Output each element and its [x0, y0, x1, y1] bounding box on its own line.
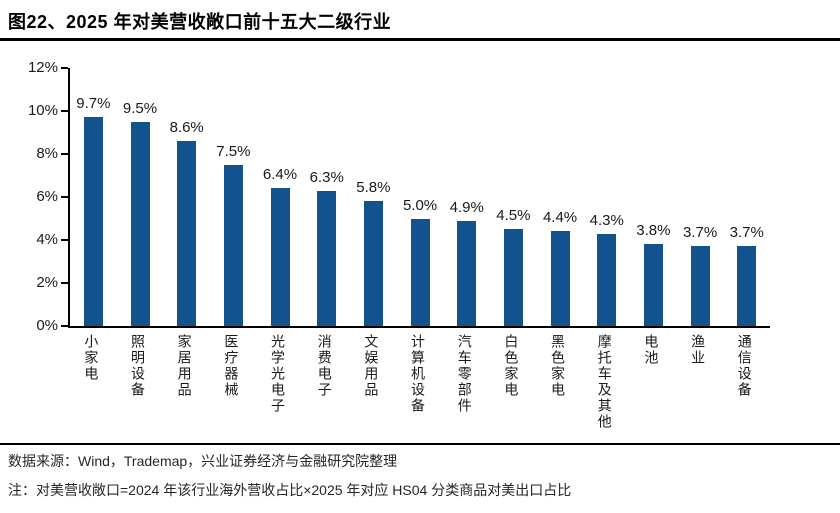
bar-value-label: 3.7%: [682, 224, 718, 242]
x-axis-category-labels: 小家电 照明设备 家居用品 医疗器械 光学光电子 消费电子 文娱用品 计算机设备 汽车零部件 白色…: [68, 334, 768, 430]
bar: [83, 117, 103, 326]
bar-value-label: 3.8%: [636, 222, 671, 240]
category-label: 家居用品: [176, 334, 193, 398]
bar-slot: 5.0%: [397, 68, 444, 326]
y-axis-tick-mark: [61, 196, 68, 198]
bar: [550, 231, 570, 326]
y-axis-tick-label: 10%: [27, 102, 58, 119]
bar: [737, 246, 757, 326]
plot-area: 9.7% 9.5% 8.6% 7.5% 6.4% 6.3% 5.8% 5.0% 4.9% 4.5%…: [68, 68, 770, 328]
category-slot: 文娱用品: [348, 334, 395, 430]
bar: [643, 244, 663, 326]
bar: [503, 229, 523, 326]
category-label: 计算机设备: [410, 334, 427, 414]
y-axis-tick-label: 0%: [36, 317, 58, 334]
bar-slot: 4.4%: [537, 68, 584, 326]
category-slot: 摩托车及其他: [581, 334, 628, 430]
bar-slot: 9.7%: [70, 68, 117, 326]
y-axis-tick-mark: [61, 110, 68, 112]
category-slot: 小家电: [68, 334, 115, 430]
bar-slot: 4.5%: [490, 68, 537, 326]
category-slot: 渔业: [675, 334, 722, 430]
bar-slot: 9.5%: [117, 68, 164, 326]
footnote-text: 注：对美营收敞口=2024 年该行业海外营收占比×2025 年对应 HS04 分…: [8, 482, 572, 498]
category-slot: 医疗器械: [208, 334, 255, 430]
bar-slot: 4.9%: [443, 68, 490, 326]
bar-value-label: 6.4%: [262, 166, 298, 184]
bar: [270, 188, 290, 326]
bars-row: 9.7% 9.5% 8.6% 7.5% 6.4% 6.3% 5.8% 5.0% 4.9% 4.5%…: [70, 68, 770, 326]
bar: [130, 121, 150, 326]
category-label: 照明设备: [130, 334, 146, 398]
bar-value-label: 8.6%: [169, 119, 204, 137]
y-axis-tick-mark: [61, 282, 68, 284]
bar-value-label: 4.5%: [496, 207, 531, 225]
bar: [410, 218, 430, 326]
footer-divider: [0, 443, 840, 445]
y-axis-tick-mark: [61, 239, 68, 241]
bar-slot: 4.3%: [583, 68, 630, 326]
title-underline: [0, 38, 840, 41]
bar: [317, 190, 337, 326]
y-axis-tick-label: 4%: [36, 231, 58, 248]
category-slot: 电池: [628, 334, 675, 430]
category-label: 文娱用品: [363, 334, 380, 398]
y-axis-tick-label: 8%: [36, 145, 58, 162]
bar-value-label: 9.5%: [122, 99, 158, 117]
bar-slot: 3.8%: [630, 68, 677, 326]
category-slot: 家居用品: [161, 334, 208, 430]
category-label: 汽车零部件: [456, 334, 473, 414]
category-label: 小家电: [83, 334, 100, 382]
bar-slot: 6.3%: [303, 68, 350, 326]
chart-title: 图22、2025 年对美营收敞口前十五大二级行业: [8, 12, 392, 32]
y-axis-tick-mark: [61, 153, 68, 155]
category-label: 消费电子: [316, 334, 333, 398]
category-slot: 消费电子: [301, 334, 348, 430]
bar-slot: 8.6%: [163, 68, 210, 326]
category-slot: 计算机设备: [395, 334, 442, 430]
y-axis-tick-mark: [61, 325, 68, 327]
category-slot: 白色家电: [488, 334, 535, 430]
bar-value-label: 4.3%: [589, 211, 624, 229]
bar-slot: 6.4%: [257, 68, 304, 326]
y-axis-tick-mark: [61, 67, 68, 69]
y-axis-tick-label: 12%: [27, 59, 58, 76]
category-label: 电池: [643, 334, 660, 366]
bar-value-label: 5.8%: [356, 179, 391, 197]
bar: [597, 233, 617, 326]
bar: [690, 246, 710, 326]
category-slot: 汽车零部件: [441, 334, 488, 430]
y-axis-tick-label: 2%: [36, 274, 58, 291]
category-slot: 光学光电子: [255, 334, 302, 430]
category-slot: 黑色家电: [535, 334, 582, 430]
category-label: 渔业: [690, 334, 707, 366]
bar: [223, 164, 243, 326]
data-source-text: 数据来源：Wind，Trademap，兴业证券经济与金融研究院整理: [8, 453, 398, 469]
category-label: 医疗器械: [223, 334, 240, 398]
bar-value-label: 5.0%: [402, 196, 438, 214]
bar-slot: 5.8%: [350, 68, 397, 326]
category-slot: 通信设备: [721, 334, 768, 430]
category-label: 通信设备: [736, 334, 753, 398]
bar-value-label: 6.3%: [309, 168, 344, 186]
bar: [177, 141, 197, 326]
category-label: 光学光电子: [270, 334, 287, 414]
bar-slot: 3.7%: [677, 68, 724, 326]
category-label: 黑色家电: [550, 334, 567, 398]
category-label: 摩托车及其他: [596, 334, 613, 430]
bar-value-label: 9.7%: [76, 95, 111, 113]
bar-value-label: 3.7%: [729, 224, 764, 242]
bar-value-label: 4.4%: [542, 209, 578, 227]
bar: [363, 201, 383, 326]
bar-slot: 3.7%: [723, 68, 770, 326]
bar-slot: 7.5%: [210, 68, 257, 326]
bar: [457, 220, 477, 326]
bar-value-label: 4.9%: [449, 198, 484, 216]
category-label: 白色家电: [503, 334, 520, 398]
category-slot: 照明设备: [115, 334, 162, 430]
y-axis-tick-label: 6%: [36, 188, 58, 205]
bar-value-label: 7.5%: [216, 142, 251, 160]
